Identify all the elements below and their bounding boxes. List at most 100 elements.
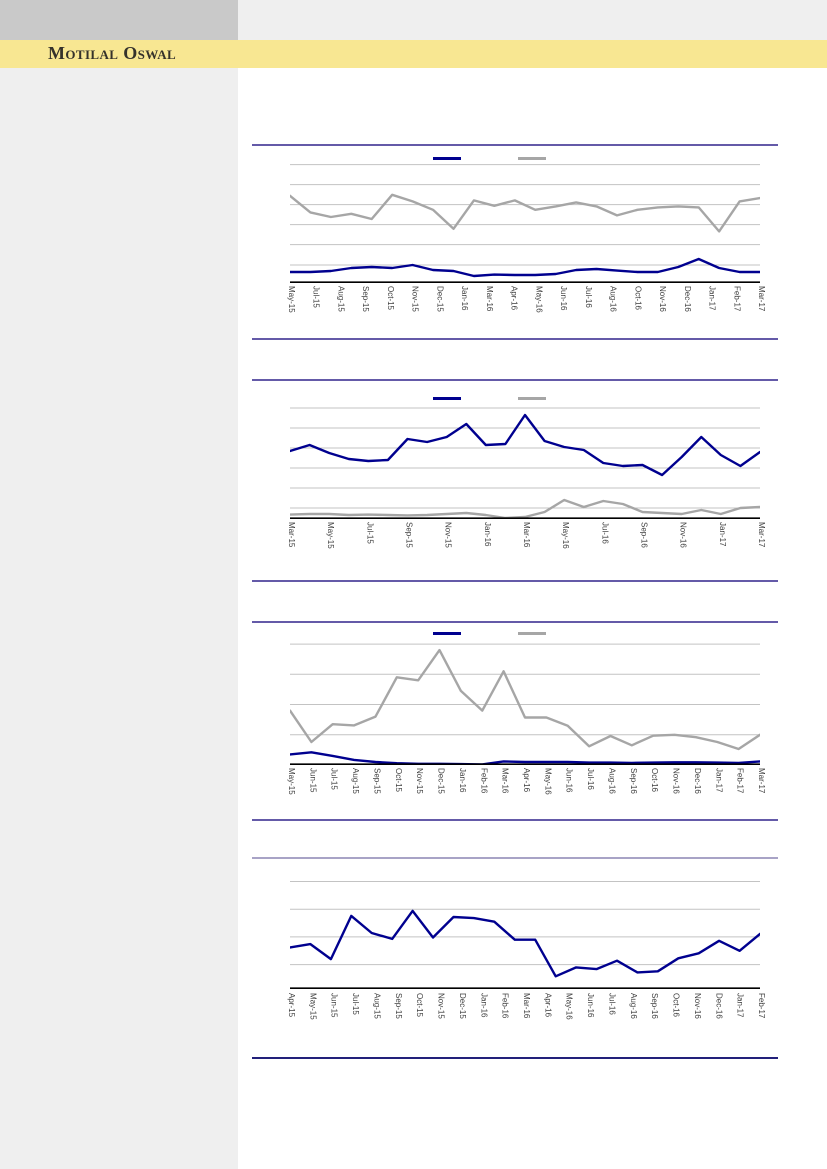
x-axis-label: Oct-16 [650, 768, 660, 793]
x-axis-label: Apr-15 [287, 993, 296, 1018]
x-axis-label: May-16 [543, 768, 553, 795]
x-axis-label: Mar-16 [484, 286, 494, 312]
legend-swatch-navy [433, 632, 461, 635]
x-axis-label: Jan-16 [479, 993, 489, 1018]
x-axis-label: Jun-16 [586, 993, 596, 1018]
legend-swatch-gray [518, 632, 546, 635]
x-axis-label: Nov-16 [678, 522, 688, 548]
x-axis-label: Nov-15 [415, 768, 425, 794]
x-axis-label: Oct-16 [671, 993, 681, 1018]
x-axis-label: May-15 [287, 286, 296, 313]
x-axis-label: Feb-17 [732, 286, 742, 312]
x-axis-label: Mar-17 [757, 522, 766, 548]
series-line-navy [290, 257, 760, 278]
chart-2: Mar-15 May-15 Jul-15 Sep-15 Nov-15 Jan-16 Mar-… [252, 379, 778, 582]
x-axis-label: Mar-17 [757, 768, 766, 794]
x-axis-label: Apr-16 [509, 286, 519, 311]
x-axis-label: Nov-15 [436, 993, 446, 1019]
x-axis-label: Feb-16 [479, 768, 489, 794]
x-axis-label: Aug-15 [336, 286, 346, 312]
x-axis-label: May-16 [564, 993, 574, 1020]
chart-4-plot-area [290, 881, 760, 989]
left-sidebar [0, 68, 238, 1169]
x-axis-label: Oct-15 [393, 768, 403, 793]
x-axis-label: Jan-16 [457, 768, 467, 793]
x-axis-label: Aug-16 [607, 768, 617, 794]
x-axis-label: May-16 [534, 286, 544, 313]
x-axis-label: Sep-15 [393, 993, 403, 1019]
series-line-navy [290, 413, 760, 477]
x-axis-label: May-15 [308, 993, 318, 1020]
header-light-block [238, 0, 827, 40]
x-axis-label: Nov-16 [671, 768, 681, 794]
x-axis-label: Dec-15 [457, 993, 467, 1019]
x-axis-label: Jun-16 [559, 286, 569, 311]
series-line-gray [290, 498, 760, 519]
legend-swatch-gray [518, 157, 546, 160]
x-axis-label: Oct-16 [633, 286, 643, 311]
x-axis-label: Jul-15 [329, 768, 339, 790]
content-area: May-15 Jul-15 Aug-15 Sep-15 Oct-15 Nov-15 Dec-… [238, 68, 827, 1169]
x-axis-label: Sep-16 [639, 522, 649, 548]
x-axis-label: May-15 [326, 522, 336, 549]
chart-4: Apr-15 May-15 Jun-15 Jul-15 Aug-15 Sep-15 Oct-… [252, 857, 778, 1059]
x-axis-label: Nov-15 [443, 522, 453, 548]
x-axis-label: Sep-15 [361, 286, 371, 312]
chart-1-x-axis-labels: May-15 Jul-15 Aug-15 Sep-15 Oct-15 Nov-15 Dec-… [287, 285, 766, 335]
chart-3-x-axis-labels: May-15 Jun-15 Jul-15 Aug-15 Sep-15 Oct-15 Nov-… [287, 767, 766, 817]
x-axis-label: Dec-15 [435, 286, 445, 312]
chart-2-plot-area [290, 407, 760, 519]
x-axis-label: Jul-16 [600, 522, 610, 544]
series-line-navy [290, 909, 760, 978]
x-axis-label: Jun-15 [308, 768, 318, 793]
chart-2-x-axis-labels: Mar-15 May-15 Jul-15 Sep-15 Nov-15 Jan-16 Mar-… [287, 521, 766, 571]
series-line-gray [290, 193, 760, 233]
x-axis-label: Jan-16 [460, 286, 470, 311]
x-axis-label: Jul-15 [365, 522, 375, 544]
x-axis-label: Jun-16 [564, 768, 574, 793]
chart-4-x-axis-labels: Apr-15 May-15 Jun-15 Jul-15 Aug-15 Sep-15 Oct-… [287, 992, 766, 1047]
chart-3-plot-area [290, 643, 760, 765]
x-axis-label: Jul-16 [586, 768, 596, 790]
x-axis-label: Aug-16 [608, 286, 618, 312]
x-axis-label: Apr-16 [543, 993, 553, 1018]
x-axis-label: Feb-16 [500, 993, 510, 1019]
series-line-navy [290, 751, 760, 765]
chart-1: May-15 Jul-15 Aug-15 Sep-15 Oct-15 Nov-15 Dec-… [252, 144, 778, 340]
x-axis-label: Jan-17 [735, 993, 745, 1018]
x-axis-label: Jun-15 [329, 993, 339, 1018]
x-axis-label: May-16 [561, 522, 571, 549]
x-axis-label: Mar-15 [287, 522, 296, 548]
x-axis-label: Jul-15 [351, 993, 361, 1015]
x-axis-label: Jan-17 [714, 768, 724, 793]
x-axis-label: Sep-16 [650, 993, 660, 1019]
x-axis-label: Nov-16 [658, 286, 668, 312]
x-axis-label: Nov-16 [692, 993, 702, 1019]
x-axis-label: Feb-17 [735, 768, 745, 794]
legend-swatch-navy [433, 397, 461, 400]
x-axis-label: Mar-16 [522, 993, 531, 1019]
brand-band: Motilal Oswal [0, 40, 827, 68]
x-axis-label: Sep-15 [404, 522, 414, 548]
x-axis-label: Dec-16 [692, 768, 702, 794]
legend-swatch-navy [433, 157, 461, 160]
x-axis-label: Oct-15 [415, 993, 425, 1018]
x-axis-label: Mar-17 [757, 286, 766, 312]
x-axis-label: Sep-15 [372, 768, 382, 794]
x-axis-label: Mar-16 [522, 522, 531, 548]
x-axis-label: Jan-16 [482, 522, 492, 547]
header-gray-block [0, 0, 238, 40]
brand-logo-text: Motilal Oswal [48, 43, 177, 63]
x-axis-label: Jul-16 [607, 993, 617, 1015]
x-axis-label: Aug-15 [372, 993, 382, 1019]
legend-swatch-gray [518, 397, 546, 400]
series-line-gray [290, 648, 760, 751]
x-axis-label: Oct-15 [385, 286, 395, 311]
x-axis-label: Mar-16 [500, 768, 510, 794]
x-axis-label: Jul-15 [311, 286, 321, 308]
chart-1-plot-area [290, 164, 760, 283]
x-axis-label: Feb-17 [757, 993, 766, 1019]
chart-3: May-15 Jun-15 Jul-15 Aug-15 Sep-15 Oct-15 Nov-… [252, 621, 778, 821]
x-axis-label: Apr-16 [522, 768, 531, 793]
x-axis-label: Nov-15 [410, 286, 420, 312]
